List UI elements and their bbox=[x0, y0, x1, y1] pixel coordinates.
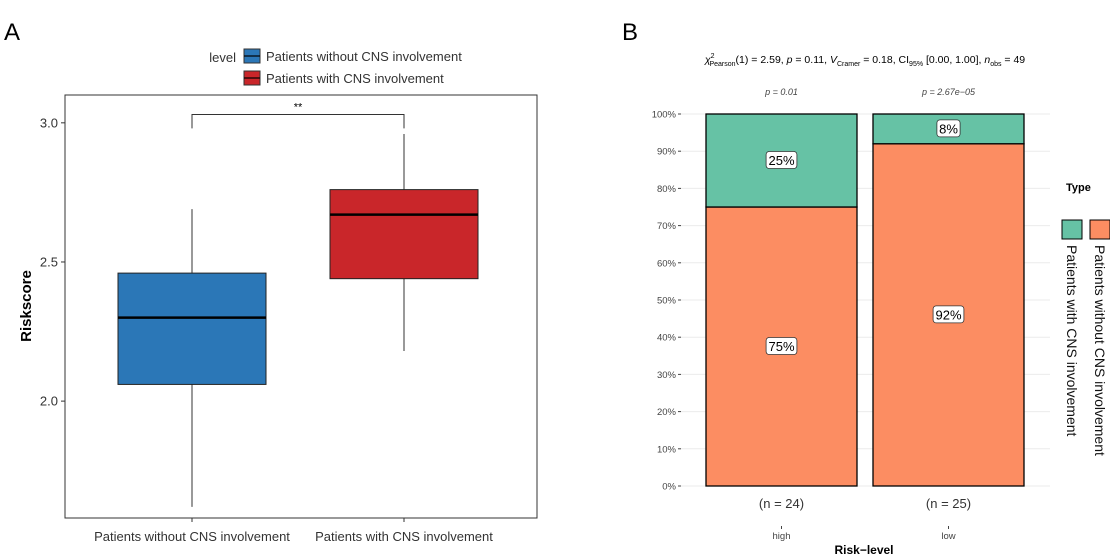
stacked-bar-x-axis-label: Risk−level bbox=[834, 543, 893, 557]
boxplot-legend-label: Patients without CNS involvement bbox=[266, 49, 462, 64]
subtitle-part: = 0.18, CI bbox=[860, 54, 909, 66]
stacked-bar-legend-label: Patients without CNS involvement bbox=[1092, 245, 1108, 456]
panel-label-a: A bbox=[4, 19, 20, 46]
subtitle-part: obs bbox=[990, 61, 1002, 68]
boxplot-panel: 2.0 2.5 3.0 Patients without CNS involveme… bbox=[18, 48, 538, 544]
stacked-bar-y-tick-label: 50% bbox=[657, 296, 677, 307]
stacked-bar-panel: χ2 Pearson(1) = 2.59, p = 0.11, VCramer =… bbox=[652, 53, 1110, 557]
subtitle-part: p bbox=[786, 54, 793, 66]
stacked-bar-legend-key bbox=[1061, 219, 1083, 240]
boxplot-x-tick-label: Patients with CNS involvement bbox=[315, 529, 493, 544]
boxplot-y-tick-label: 2.0 bbox=[40, 394, 58, 409]
stacked-bar-value-label: 8% bbox=[939, 121, 958, 136]
stacked-bar-y-tick-label: 70% bbox=[657, 221, 677, 232]
stacked-bar-y-tick-label: 60% bbox=[657, 258, 677, 269]
boxplot-y-tick-label: 3.0 bbox=[40, 115, 58, 130]
stacked-bar-x-tick-label: high bbox=[773, 531, 791, 542]
stacked-bar-legend-label: Patients with CNS involvement bbox=[1064, 245, 1080, 437]
stacked-bar-n-label: (n = 25) bbox=[926, 496, 971, 511]
boxplot-x-tick-label: Patients without CNS involvement bbox=[94, 529, 290, 544]
boxplot-y-tick-label: 2.5 bbox=[40, 254, 58, 269]
stacked-bar-legend-key bbox=[1089, 219, 1110, 240]
stacked-bar-subtitle: χ2 Pearson(1) = 2.59, p = 0.11, VCramer =… bbox=[704, 53, 1025, 68]
boxplot-legend-label: Patients with CNS involvement bbox=[266, 71, 444, 86]
subtitle-part: Pearson bbox=[709, 61, 735, 68]
significance-bracket bbox=[191, 113, 405, 129]
subtitle-part: Cramer bbox=[837, 61, 861, 68]
subtitle-part: V bbox=[830, 54, 838, 66]
stacked-bar-value-label-box bbox=[932, 305, 965, 324]
subtitle-part: (1) = 2.59, bbox=[736, 54, 787, 66]
boxplot-box bbox=[117, 272, 267, 385]
stacked-bar-y-tick-label: 90% bbox=[657, 147, 677, 158]
subtitle-part: 2 bbox=[711, 53, 715, 60]
stacked-bar-value-label-box bbox=[936, 119, 961, 138]
subtitle-part: = 49 bbox=[1002, 54, 1026, 66]
stacked-bar-y-tick-label: 30% bbox=[657, 370, 677, 381]
stacked-bar-n-label: (n = 24) bbox=[759, 496, 804, 511]
stacked-bar-value-label-box bbox=[765, 151, 798, 169]
subtitle-part: n bbox=[984, 54, 990, 66]
stacked-bar-value-label-box bbox=[765, 337, 798, 355]
stacked-bar-value-label: 92% bbox=[935, 307, 961, 322]
stacked-bar-y-tick-label: 20% bbox=[657, 407, 677, 418]
stacked-bar-value-label: 75% bbox=[768, 339, 794, 354]
subtitle-part: χ bbox=[704, 54, 711, 66]
panel-label-b: B bbox=[622, 19, 638, 46]
stacked-bar-x-tick-label: low bbox=[941, 531, 955, 542]
stacked-bar-y-tick-label: 80% bbox=[657, 184, 677, 195]
stacked-bar-y-tick-label: 0% bbox=[662, 482, 676, 493]
significance-label: ** bbox=[294, 101, 303, 113]
stacked-bar-y-tick-label: 40% bbox=[657, 333, 677, 344]
subtitle-part: = 0.11, bbox=[792, 54, 829, 66]
stacked-bar-p-label: p = 2.67e−05 bbox=[921, 87, 976, 97]
stacked-bar-y-tick-label: 100% bbox=[652, 110, 677, 121]
boxplot-y-axis-label: Riskscore bbox=[18, 270, 35, 342]
stacked-bar-legend-title: Type bbox=[1066, 182, 1091, 194]
boxplot-legend-title: level bbox=[209, 50, 236, 65]
subtitle-part: [0.00, 1.00], bbox=[923, 54, 984, 66]
stacked-bar-p-label: p = 0.01 bbox=[764, 87, 798, 97]
stacked-bar-y-tick-label: 10% bbox=[657, 444, 677, 455]
stacked-bar-segment bbox=[872, 113, 1025, 145]
boxplot-box bbox=[329, 189, 479, 280]
stacked-bar-value-label: 25% bbox=[768, 153, 794, 168]
subtitle-part: 95% bbox=[909, 61, 923, 68]
